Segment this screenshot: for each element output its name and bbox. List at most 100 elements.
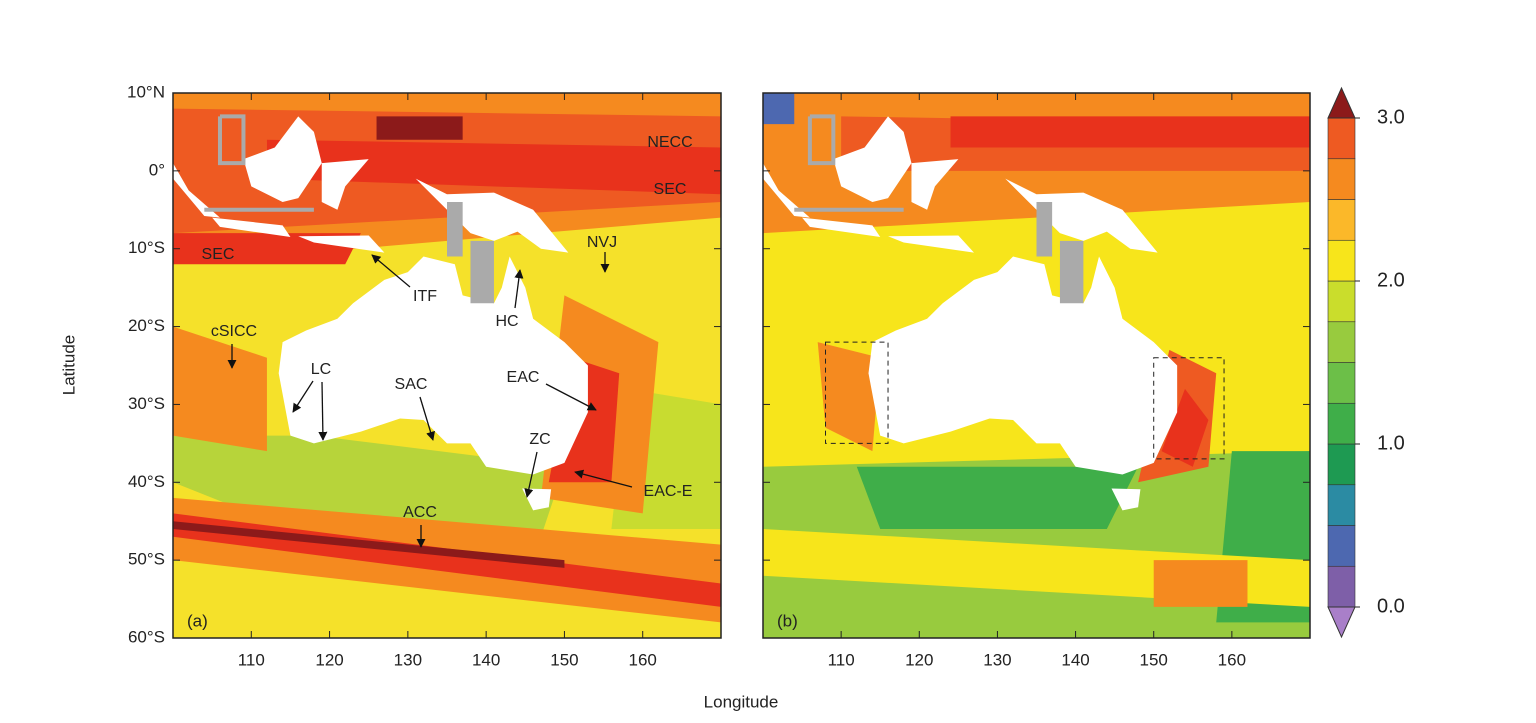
x-tick-label: 110 [828, 650, 855, 669]
colorbar-band [1327, 525, 1356, 567]
land [1005, 178, 1158, 253]
x-tick-label: 160 [1218, 650, 1246, 669]
land [1111, 488, 1141, 511]
annotation: cSICC [211, 323, 257, 340]
panel-frame [762, 92, 1311, 639]
y-tick-label: 10°N [127, 82, 165, 101]
colorbar-band [1327, 199, 1356, 241]
grey-mask [217, 114, 246, 166]
field-region [763, 93, 795, 125]
x-tick-label: 140 [1061, 650, 1089, 669]
colorbar-band [1327, 565, 1356, 608]
annotation-arrow [419, 396, 435, 441]
x-axis-label: Longitude [704, 692, 779, 711]
dashed-box [825, 341, 889, 444]
land [802, 217, 881, 238]
grey-mask [1059, 240, 1084, 304]
land [298, 235, 385, 253]
land [415, 178, 569, 253]
land [888, 235, 974, 253]
colorbar-over [1327, 86, 1356, 119]
annotation: ZC [529, 431, 550, 448]
annotation-arrow [371, 254, 411, 288]
annotation-arrow [514, 269, 524, 309]
panel-label: (a) [187, 611, 208, 630]
annotation: LC [311, 361, 331, 378]
field-region [376, 116, 463, 140]
y-tick-label: 10°S [128, 238, 165, 257]
field-region [817, 342, 881, 452]
annotation: SEC [202, 246, 235, 263]
annotation: NVJ [587, 234, 617, 251]
x-tick-label: 130 [394, 650, 422, 669]
y-tick-label: 60°S [128, 627, 165, 646]
x-tick-label: 160 [629, 650, 657, 669]
colorbar-tick-label: 2.0 [1377, 269, 1405, 291]
colorbar-band [1327, 158, 1356, 200]
map-field [173, 93, 721, 638]
dashed-box [1153, 357, 1225, 460]
annotation-arrow [574, 469, 633, 488]
colorbar-band [1327, 239, 1356, 282]
colorbar-under [1327, 606, 1356, 639]
annotation-arrow [292, 380, 314, 413]
annotation: NECC [647, 134, 692, 151]
field-region [173, 326, 267, 452]
grey-mask [807, 114, 836, 166]
colorbar-band [1327, 402, 1356, 445]
y-axis-label: Latitude [59, 335, 78, 396]
colorbar-band [1327, 321, 1356, 363]
y-tick-label: 50°S [128, 550, 165, 569]
grey-mask [470, 240, 494, 304]
field-region [856, 466, 1139, 529]
colorbar-band [1327, 484, 1356, 526]
colorbar-tick-label: 1.0 [1377, 432, 1405, 454]
land [278, 256, 588, 475]
y-tick-label: 20°S [128, 316, 165, 335]
x-tick-label: 110 [238, 650, 265, 669]
annotation-arrow [318, 381, 328, 441]
map-field [763, 93, 1310, 638]
field-region [173, 521, 565, 568]
land [243, 116, 322, 202]
annotation: ITF [413, 288, 437, 305]
colorbar-band [1327, 117, 1356, 160]
field-region [1153, 560, 1248, 607]
x-tick-label: 150 [550, 650, 578, 669]
x-tick-label: 120 [315, 650, 343, 669]
annotation-arrow [524, 451, 538, 498]
land [911, 159, 959, 210]
annotation: EAC [507, 369, 540, 386]
grey-mask [447, 202, 463, 257]
colorbar-tick-label: 0.0 [1377, 595, 1405, 617]
x-tick-label: 140 [472, 650, 500, 669]
field-region [1161, 388, 1209, 467]
colorbar-band [1327, 443, 1356, 486]
annotation: ACC [403, 504, 437, 521]
y-tick-label: 0° [149, 160, 165, 179]
annotation: SAC [395, 376, 428, 393]
y-tick-label: 30°S [128, 394, 165, 413]
grey-mask [1036, 202, 1053, 257]
x-tick-label: 130 [983, 650, 1011, 669]
y-tick-label: 40°S [128, 472, 165, 491]
colorbar-band [1327, 362, 1356, 404]
colorbar-band [1327, 280, 1356, 323]
annotation: HC [495, 313, 518, 330]
annotation: EAC-E [644, 483, 693, 500]
panel-frame [172, 92, 722, 639]
land [763, 163, 810, 218]
field-region [950, 116, 1310, 148]
land [212, 217, 291, 238]
land [321, 159, 369, 210]
land [833, 116, 912, 202]
annotation-arrow [545, 383, 597, 411]
land [868, 256, 1178, 475]
annotation: SEC [654, 181, 687, 198]
field-region [266, 139, 721, 195]
colorbar-tick-label: 3.0 [1377, 106, 1405, 128]
panel-label: (b) [777, 611, 798, 630]
x-tick-label: 120 [905, 650, 933, 669]
x-tick-label: 150 [1140, 650, 1168, 669]
